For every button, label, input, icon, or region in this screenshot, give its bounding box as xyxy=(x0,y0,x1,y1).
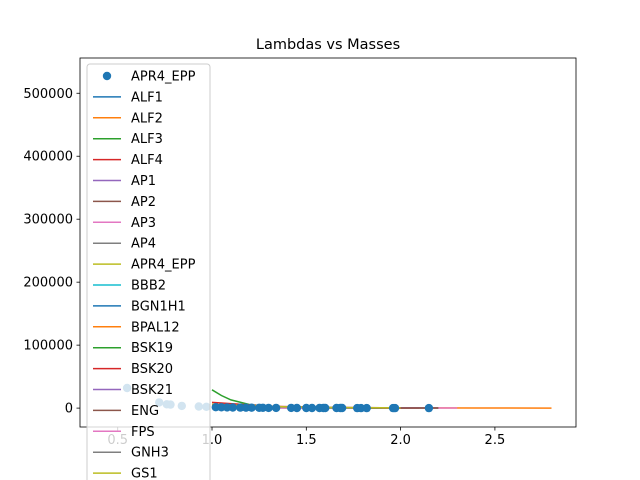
legend-label: ALF1 xyxy=(131,90,163,105)
scatter-point xyxy=(390,403,400,413)
chart-title: Lambdas vs Masses xyxy=(256,37,400,53)
scatter-point xyxy=(424,403,434,413)
scatter-point xyxy=(264,403,273,413)
legend: APR4_EPP ALF1 ALF2 ALF3 ALF4 AP1 AP2 AP3 AP4 APR4… xyxy=(86,63,211,480)
y-tick-label: 500000 xyxy=(23,87,73,102)
legend-label: ALF3 xyxy=(131,132,163,147)
axes xyxy=(79,57,577,428)
legend-label: AP3 xyxy=(131,216,156,231)
y-tick-label: 100000 xyxy=(23,339,73,354)
axes-frame xyxy=(79,57,577,428)
scatter-point xyxy=(271,403,281,413)
legend-label: BSK19 xyxy=(131,341,173,356)
legend-label: APR4_EPP xyxy=(131,70,196,85)
y-tick-label: 200000 xyxy=(23,276,73,291)
legend-label: AP4 xyxy=(131,237,156,252)
legend-label: FPS xyxy=(131,425,155,440)
legend-label: AP2 xyxy=(131,195,156,210)
legend-label: GS1 xyxy=(131,467,158,480)
scatter-point xyxy=(247,403,256,412)
legend-marker xyxy=(102,71,112,81)
legend-label: ALF2 xyxy=(131,111,163,126)
x-tick-label: 1.5 xyxy=(296,433,317,448)
scatter-point xyxy=(337,403,347,413)
legend-label: APR4_EPP xyxy=(131,258,196,273)
y-tick-label: 400000 xyxy=(23,150,73,165)
scatter-point xyxy=(362,403,371,413)
x-tick-label: 2.5 xyxy=(485,433,506,448)
legend-box xyxy=(86,63,211,480)
scatter-point xyxy=(292,403,302,413)
legend-label: BSK20 xyxy=(131,362,173,377)
legend-label: ALF4 xyxy=(131,153,163,168)
scatter-point xyxy=(228,403,237,412)
legend-label: ENG xyxy=(131,404,159,419)
legend-label: GNH3 xyxy=(131,446,169,461)
legend-label: BBB2 xyxy=(131,279,166,294)
scatter-point xyxy=(307,403,317,413)
x-tick-label: 2.0 xyxy=(390,433,411,448)
legend-label: BSK21 xyxy=(131,383,173,398)
y-tick-label: 300000 xyxy=(23,213,73,228)
legend-label: BPAL12 xyxy=(131,320,180,335)
y-tick-label: 0 xyxy=(65,402,73,417)
legend-label: AP1 xyxy=(131,174,156,189)
legend-label: BGN1H1 xyxy=(131,299,186,314)
scatter-point xyxy=(321,403,330,413)
